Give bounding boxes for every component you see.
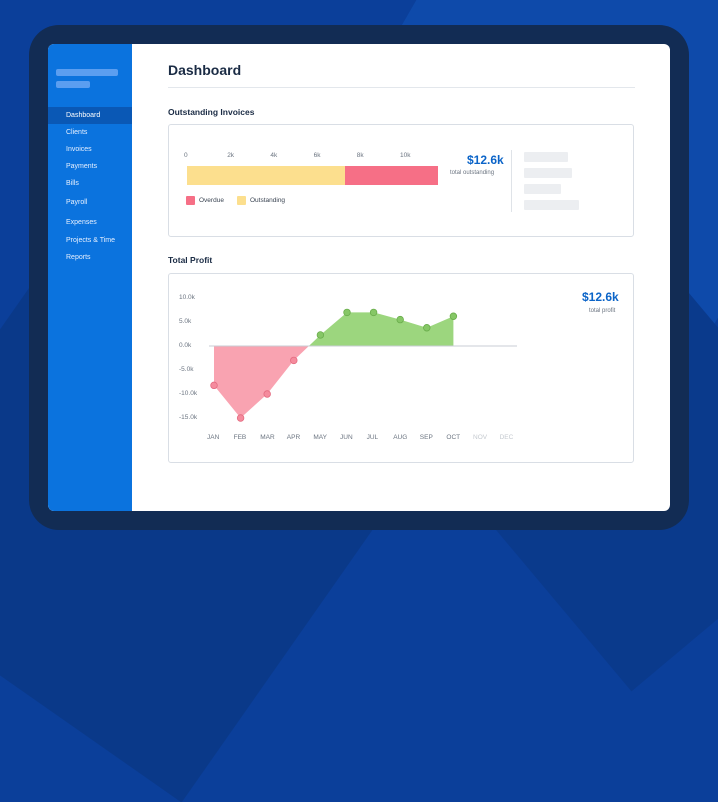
profit-point[interactable]: [263, 390, 271, 398]
sidebar-item-reports[interactable]: Reports: [66, 254, 91, 261]
profit-x-tick: MAR: [260, 434, 275, 441]
invoice-axis-tick: 2k: [227, 152, 235, 159]
sidebar-item-expenses[interactable]: Expenses: [66, 219, 97, 226]
profit-y-tick: 0.0k: [179, 342, 192, 349]
profit-card: 10.0k 5.0k 0.0k -5.0k -10.0k -15.0k JAN FEB MAR…: [168, 273, 634, 463]
logo-placeholder: [56, 81, 90, 88]
profit-x-tick: AUG: [393, 434, 408, 441]
legend-swatch-overdue: [186, 196, 195, 205]
profit-point[interactable]: [369, 308, 378, 317]
legend-label-overdue: Overdue: [199, 197, 224, 204]
profit-x-tick: JAN: [207, 434, 220, 441]
invoice-axis-tick: 6k: [313, 152, 321, 159]
placeholder-bar: [524, 168, 572, 178]
profit-x-tick: DEC: [499, 434, 514, 441]
profit-x-tick: JUN: [340, 434, 353, 441]
outstanding-total: $12.6k: [467, 153, 504, 167]
legend-swatch-outstanding: [237, 196, 246, 205]
outstanding-bar[interactable]: [187, 166, 345, 185]
outstanding-caption: total outstanding: [450, 170, 495, 176]
sidebar-item-payments[interactable]: Payments: [66, 163, 98, 170]
profit-section-title: Total Profit: [168, 255, 213, 265]
profit-point[interactable]: [396, 315, 404, 324]
profit-x-tick: SEP: [419, 434, 433, 441]
profit-point[interactable]: [423, 324, 431, 332]
invoice-axis-tick: 0: [184, 152, 188, 159]
profit-point[interactable]: [236, 414, 245, 422]
app-screen: Dashboard Clients Invoices Payments Bills Pay…: [48, 44, 670, 511]
legend-label-outstanding: Outstanding: [250, 197, 286, 204]
invoice-axis-tick: 8k: [356, 152, 364, 159]
sidebar-item-payroll[interactable]: Payroll: [66, 199, 88, 206]
invoices-section-title: Outstanding Invoices: [168, 107, 255, 117]
profit-x-tick: MAY: [313, 434, 327, 441]
invoice-axis-tick: 10k: [400, 152, 411, 159]
profit-total: $12.6k: [582, 290, 619, 304]
sidebar-item-invoices[interactable]: Invoices: [66, 146, 92, 153]
card-divider: [511, 150, 512, 212]
profit-x-tick: JUL: [366, 434, 379, 441]
profit-y-tick: 10.0k: [179, 294, 195, 301]
profit-x-tick: APR: [286, 434, 301, 441]
profit-x-tick: FEB: [233, 434, 247, 441]
profit-point[interactable]: [343, 308, 351, 317]
placeholder-bar: [524, 152, 568, 162]
profit-x-tick: NOV: [473, 434, 488, 441]
profit-caption: total profit: [589, 308, 616, 314]
profit-area: [308, 312, 454, 346]
invoices-card: 0 2k 4k 6k 8k 10k Overdue Outstanding $12.6k t…: [168, 124, 634, 237]
placeholder-bar: [524, 184, 561, 194]
profit-y-tick: 5.0k: [179, 318, 192, 325]
placeholder-bar: [524, 200, 579, 210]
profit-x-tick: OCT: [446, 434, 461, 441]
sidebar-item-projects-time[interactable]: Projects & Time: [66, 237, 116, 244]
main-content: Dashboard Outstanding Invoices 0 2k 4k 6k 8k…: [132, 44, 670, 511]
sidebar: Dashboard Clients Invoices Payments Bills Pay…: [48, 44, 132, 511]
profit-chart: [209, 308, 517, 422]
invoice-axis-tick: 4k: [270, 152, 278, 159]
profit-y-tick: -5.0k: [179, 366, 194, 373]
sidebar-item-bills[interactable]: Bills: [66, 180, 79, 187]
profit-y-tick: -15.0k: [179, 414, 198, 421]
profit-point[interactable]: [210, 381, 218, 390]
profit-point[interactable]: [290, 356, 298, 365]
sidebar-item-dashboard[interactable]: Dashboard: [48, 107, 132, 124]
title-divider: [168, 87, 635, 88]
sidebar-item-clients[interactable]: Clients: [66, 129, 88, 136]
loss-area: [214, 346, 309, 418]
page-title: Dashboard: [168, 62, 242, 78]
profit-point[interactable]: [449, 312, 458, 320]
profit-y-tick: -10.0k: [179, 390, 198, 397]
overdue-bar[interactable]: [344, 166, 438, 185]
profit-point[interactable]: [316, 331, 325, 339]
logo-placeholder: [56, 69, 118, 76]
